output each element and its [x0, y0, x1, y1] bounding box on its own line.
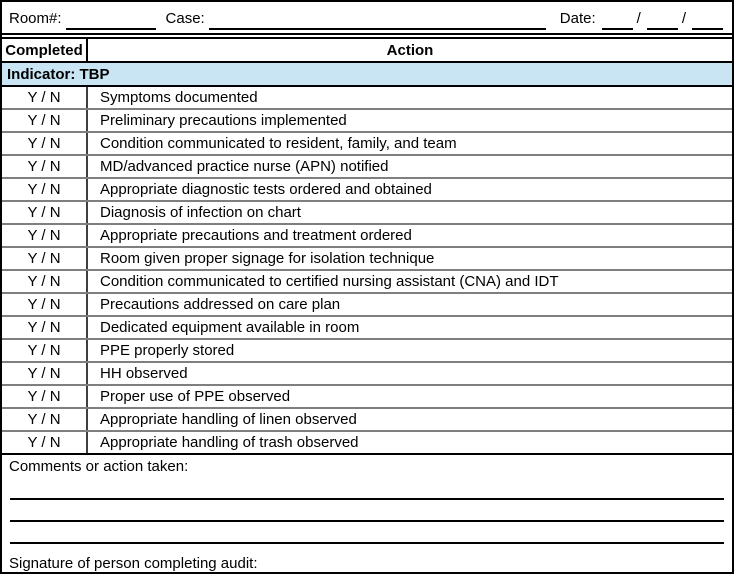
comment-blank-line[interactable]: [10, 478, 724, 500]
table-row: Y / N Appropriate handling of linen obse…: [2, 409, 732, 432]
yn-choice-cell[interactable]: Y / N: [2, 409, 88, 430]
room-blank-field[interactable]: [65, 14, 156, 30]
table-rows-container: Y / N Symptoms documented Y / N Prelimin…: [2, 87, 732, 455]
table-row: Y / N PPE properly stored: [2, 340, 732, 363]
table-header-row: Completed Action: [2, 39, 732, 63]
table-row: Y / N Preliminary precautions implemente…: [2, 110, 732, 133]
audit-checklist-table: Completed Action Indicator: TBP Y / N Sy…: [2, 37, 732, 455]
table-row: Y / N Precautions addressed on care plan: [2, 294, 732, 317]
date-day-blank-field[interactable]: [646, 14, 678, 30]
yn-choice-cell[interactable]: Y / N: [2, 432, 88, 453]
case-label: Case:: [165, 10, 205, 27]
action-cell: Appropriate diagnostic tests ordered and…: [100, 181, 432, 198]
action-cell: Symptoms documented: [100, 89, 258, 106]
yn-choice-cell[interactable]: Y / N: [2, 87, 88, 108]
table-row: Y / N Symptoms documented: [2, 87, 732, 110]
case-blank-field[interactable]: [208, 14, 546, 30]
room-label: Room#:: [9, 10, 62, 27]
table-row: Y / N Appropriate diagnostic tests order…: [2, 179, 732, 202]
yn-choice-cell[interactable]: Y / N: [2, 225, 88, 246]
date-slash: /: [681, 10, 686, 27]
action-cell: Preliminary precautions implemented: [100, 112, 347, 129]
indicator-banner: Indicator: TBP: [2, 63, 732, 87]
table-row: Y / N Condition communicated to resident…: [2, 133, 732, 156]
action-column-header: Action: [386, 41, 434, 59]
signature-blank-field[interactable]: [264, 559, 712, 572]
table-row: Y / N HH observed: [2, 363, 732, 386]
yn-choice-cell[interactable]: Y / N: [2, 248, 88, 269]
yn-choice-cell[interactable]: Y / N: [2, 294, 88, 315]
table-row: Y / N Appropriate handling of trash obse…: [2, 432, 732, 455]
table-row: Y / N Dedicated equipment available in r…: [2, 317, 732, 340]
table-row: Y / N MD/advanced practice nurse (APN) n…: [2, 156, 732, 179]
date-year-blank-field[interactable]: [692, 14, 723, 30]
yn-choice-cell[interactable]: Y / N: [2, 271, 88, 292]
action-cell: Room given proper signage for isolation …: [100, 250, 435, 267]
form-header: Room#: Case: Date: / /: [2, 2, 732, 35]
date-label: Date:: [559, 10, 596, 27]
comment-blank-line[interactable]: [10, 522, 724, 544]
action-cell: Precautions addressed on care plan: [100, 296, 341, 313]
action-cell: Diagnosis of infection on chart: [100, 204, 301, 221]
yn-choice-cell[interactable]: Y / N: [2, 363, 88, 384]
footer-section: Comments or action taken: Signature of p…: [2, 455, 732, 572]
yn-choice-cell[interactable]: Y / N: [2, 133, 88, 154]
action-cell: Condition communicated to resident, fami…: [100, 135, 457, 152]
action-cell: Condition communicated to certified nurs…: [100, 273, 559, 290]
yn-choice-cell[interactable]: Y / N: [2, 202, 88, 223]
date-slash: /: [636, 10, 641, 27]
action-cell: Appropriate precautions and treatment or…: [100, 227, 412, 244]
yn-choice-cell[interactable]: Y / N: [2, 386, 88, 407]
comment-blank-line[interactable]: [10, 500, 724, 522]
comment-lines: [2, 478, 732, 544]
table-row: Y / N Diagnosis of infection on chart: [2, 202, 732, 225]
date-month-blank-field[interactable]: [601, 14, 633, 30]
yn-choice-cell[interactable]: Y / N: [2, 156, 88, 177]
table-row: Y / N Appropriate precautions and treatm…: [2, 225, 732, 248]
yn-choice-cell[interactable]: Y / N: [2, 317, 88, 338]
table-row: Y / N Proper use of PPE observed: [2, 386, 732, 409]
signature-label: Signature of person completing audit:: [9, 555, 258, 572]
action-cell: Dedicated equipment available in room: [100, 319, 360, 336]
action-cell: Appropriate handling of trash observed: [100, 434, 359, 451]
yn-choice-cell[interactable]: Y / N: [2, 179, 88, 200]
yn-choice-cell[interactable]: Y / N: [2, 110, 88, 131]
action-cell: HH observed: [100, 365, 188, 382]
signature-row: Signature of person completing audit:: [2, 546, 732, 572]
action-cell: Appropriate handling of linen observed: [100, 411, 357, 428]
action-cell: Proper use of PPE observed: [100, 388, 291, 405]
completed-column-header: Completed: [2, 39, 88, 61]
table-row: Y / N Condition communicated to certifie…: [2, 271, 732, 294]
action-cell: MD/advanced practice nurse (APN) notifie…: [100, 158, 389, 175]
table-row: Y / N Room given proper signage for isol…: [2, 248, 732, 271]
yn-choice-cell[interactable]: Y / N: [2, 340, 88, 361]
comments-label: Comments or action taken:: [9, 458, 189, 475]
action-cell: PPE properly stored: [100, 342, 235, 359]
